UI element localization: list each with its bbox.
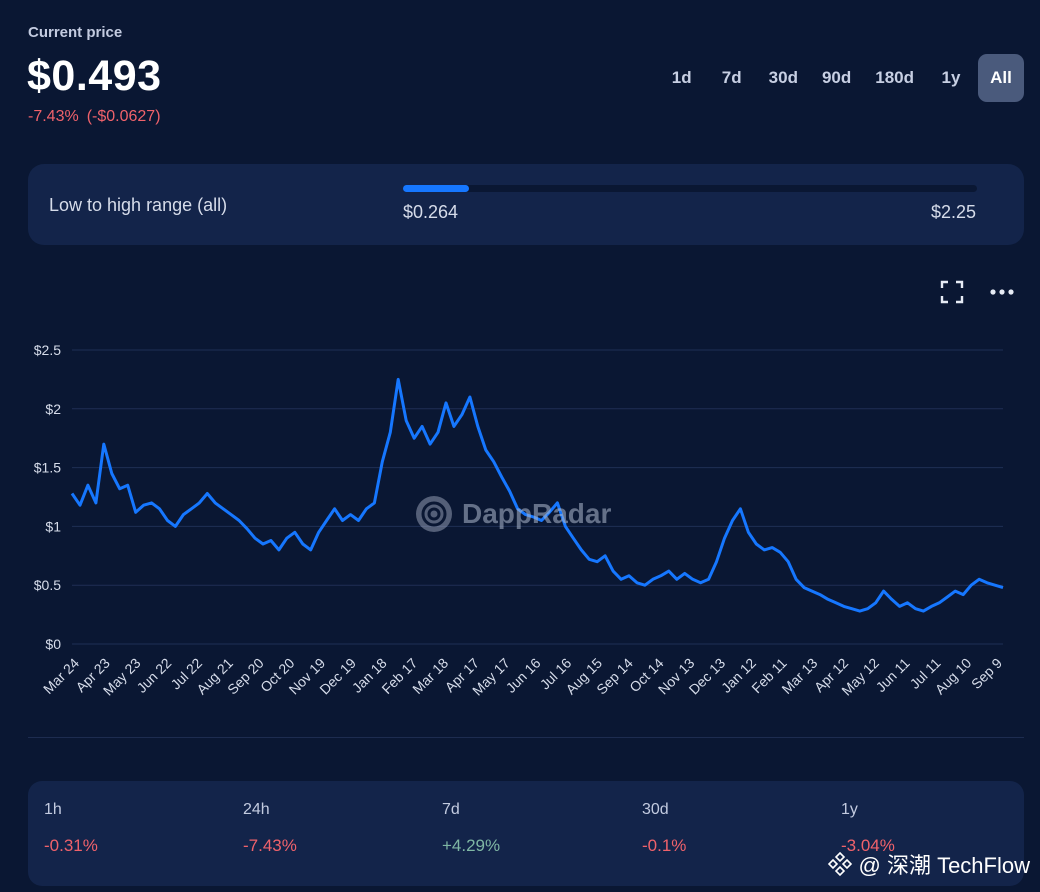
y-tick-label: $0	[45, 636, 61, 652]
time-range-selector: 1d 7d 30d 90d 180d 1y All	[659, 54, 1024, 102]
x-tick-label: Mar 18	[409, 655, 451, 697]
stat-label: 24h	[243, 801, 270, 818]
range-button-30d[interactable]: 30d	[768, 68, 798, 87]
price-change-absolute: (-$0.0627)	[86, 108, 161, 125]
x-tick-label: Jun 11	[873, 655, 913, 695]
divider	[28, 737, 1024, 738]
x-tick-label: Mar 24	[40, 655, 82, 697]
y-tick-label: $1	[45, 518, 61, 534]
stat-label: 7d	[442, 801, 460, 818]
y-tick-label: $2	[45, 401, 61, 417]
range-bar	[403, 185, 977, 192]
x-tick-label: Mar 13	[778, 655, 820, 697]
price-change: -7.43% (-$0.0627)	[28, 108, 169, 126]
stat-label: 1y	[841, 801, 858, 818]
stat-value: -0.1%	[642, 836, 687, 855]
watermark-text: DappRadar	[462, 498, 612, 529]
x-tick-label: Sep 9	[968, 655, 1005, 692]
range-button-7d[interactable]: 7d	[721, 68, 742, 87]
corner-mark-text: @ 深潮 TechFlow	[858, 853, 1030, 878]
range-button-180d[interactable]: 180d	[875, 68, 914, 87]
chart-toolbar	[940, 280, 1014, 304]
current-price: $0.493	[27, 52, 162, 100]
stat-value: -7.43%	[243, 836, 297, 855]
stat-24h: 24h -7.43%	[243, 801, 297, 856]
price-series-line	[70, 377, 1004, 613]
y-tick-label: $0.5	[34, 577, 61, 593]
stat-label: 30d	[642, 801, 669, 818]
range-bar-fill	[403, 185, 469, 192]
y-tick-label: $1.5	[34, 460, 61, 476]
price-change-percent: -7.43%	[28, 108, 79, 125]
stat-value: +4.29%	[442, 836, 501, 855]
low-high-range-card: Low to high range (all) $0.264 $2.25	[28, 164, 1024, 245]
stat-label: 1h	[44, 801, 62, 818]
stat-value: -0.31%	[44, 836, 98, 855]
range-button-all[interactable]: All	[978, 54, 1024, 102]
more-options-icon[interactable]	[990, 280, 1014, 304]
price-change-stats: 1h -0.31% 24h -7.43% 7d +4.29% 30d -0.1%…	[28, 781, 1024, 886]
stat-1h: 1h -0.31%	[44, 801, 98, 856]
range-button-1y[interactable]: 1y	[941, 68, 961, 87]
current-price-label: Current price	[28, 24, 123, 41]
techflow-watermark: @ 深潮 TechFlow	[827, 848, 1030, 880]
range-high-value: $2.25	[930, 202, 976, 222]
x-tick-label: Jun 22	[133, 655, 174, 696]
stat-7d: 7d +4.29%	[442, 801, 500, 856]
stat-1y: 1y -3.04%	[841, 801, 895, 856]
fullscreen-icon[interactable]	[940, 280, 964, 304]
dappradar-logo-icon	[416, 496, 452, 532]
y-tick-label: $2.5	[34, 342, 61, 358]
range-label: Low to high range (all)	[49, 195, 228, 215]
range-button-1d[interactable]: 1d	[671, 68, 692, 87]
range-low-value: $0.264	[403, 202, 459, 222]
stat-value: -3.04%	[841, 836, 895, 855]
stat-30d: 30d -0.1%	[642, 801, 686, 856]
binance-diamond-icon	[827, 851, 852, 877]
dappradar-watermark: DappRadar	[414, 494, 611, 534]
x-tick-label: Jun 16	[503, 655, 544, 696]
range-button-90d[interactable]: 90d	[821, 68, 852, 87]
